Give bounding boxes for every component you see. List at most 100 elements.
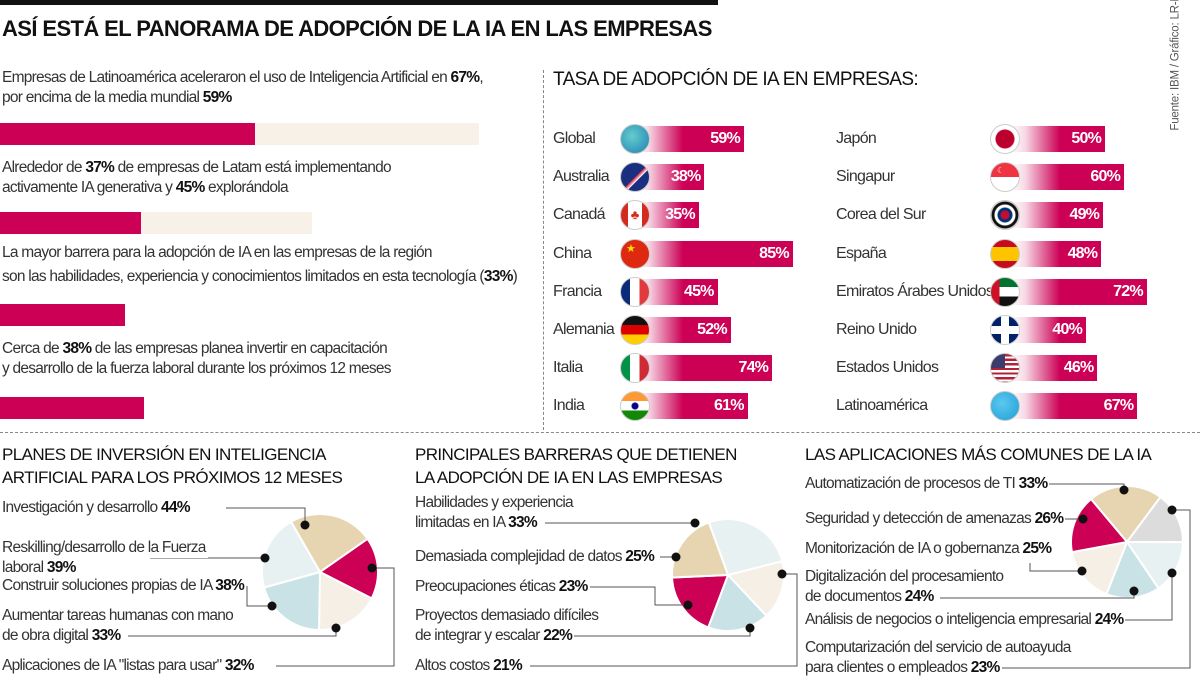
pie-label-text: de integrar y escalar xyxy=(415,627,544,644)
text-segment: de empresas de Latam está implementando xyxy=(114,159,392,176)
pie-label: Altos costos 21% xyxy=(415,656,524,676)
pie-label-text: limitadas en IA xyxy=(415,514,509,531)
flag-singapore-icon: ☾ xyxy=(990,162,1020,193)
text-segment: , xyxy=(479,69,483,86)
pie-label-text: Seguridad y detección de amenazas xyxy=(805,510,1035,527)
flag-china-icon: ★ xyxy=(620,238,650,269)
pie-label-value: 39% xyxy=(46,559,77,576)
pie-label: Aplicaciones de IA "listas para usar" 32… xyxy=(2,656,256,676)
pie-label-value: 33% xyxy=(508,514,538,531)
country-name: Latinoamérica xyxy=(836,397,928,415)
text-segment: ) xyxy=(512,268,518,285)
pie-label: de documentos 24% xyxy=(805,587,936,607)
pie-label-text: para clientes o empleados xyxy=(805,659,971,676)
pie-label-text: Aumentar tareas humanas con mano xyxy=(2,607,234,624)
country-name: Alemania xyxy=(553,321,615,338)
pie-label-text: Investigación y desarrollo xyxy=(2,499,161,516)
flag-usa-icon xyxy=(990,353,1020,384)
adoption-bar: 50% xyxy=(1010,126,1105,152)
top-rule xyxy=(0,0,718,5)
country-name: Estados Unidos xyxy=(836,359,939,377)
pie-label-value: 44% xyxy=(160,499,191,516)
adoption-bar: 60% xyxy=(1010,164,1124,191)
flag-germany-icon xyxy=(620,315,650,345)
country-name: Reino Unido xyxy=(836,321,917,338)
pie-label: Habilidades y experiencia xyxy=(415,493,575,513)
statement-text: Cerca de 38% de las empresas planea inve… xyxy=(2,339,388,359)
pie-label: Monitorización de IA o gobernanza 25% xyxy=(805,539,1054,559)
pie-label-value: 38% xyxy=(215,577,245,594)
country-name: Corea del Sur xyxy=(836,206,926,224)
pie-label-value: 24% xyxy=(1094,611,1125,628)
pie-label: Preocupaciones éticas 23% xyxy=(415,577,590,597)
text-segment: Empresas de Latinoamérica aceleraron el … xyxy=(2,69,451,86)
country-name: Australia xyxy=(553,168,610,186)
adoption-chart-title: TASA DE ADOPCIÓN DE IA EN EMPRESAS: xyxy=(553,69,919,90)
statement-text: son las habilidades, experiencia y conoc… xyxy=(2,267,518,287)
pie-label-text: Análisis de negocios o inteligencia empr… xyxy=(805,611,1095,628)
pie-label-text: de documentos xyxy=(805,588,905,605)
pie-label-text: Automatización de procesos de TI xyxy=(805,475,1019,492)
pie-chart-title: PLANES DE INVERSIÓN EN INTELIGENCIA xyxy=(2,445,326,464)
pie-label-value: 32% xyxy=(224,657,255,674)
text-segment: Alrededor de xyxy=(2,159,86,176)
text-segment: explorándola xyxy=(204,179,289,196)
adoption-bar: 52% xyxy=(633,317,731,343)
pie-label-text: Altos costos xyxy=(415,657,494,674)
pie-label: Reskilling/desarrollo de la Fuerza xyxy=(2,538,208,558)
pie-label: limitadas en IA 33% xyxy=(415,513,539,533)
country-name: Francia xyxy=(553,282,602,300)
pie-label: Investigación y desarrollo 44% xyxy=(2,498,192,518)
highlight-value: 33% xyxy=(483,268,514,285)
adoption-bar: 46% xyxy=(1010,355,1098,382)
text-segment: La mayor barrera para la adopción de IA … xyxy=(2,244,433,261)
pie-label-value: 33% xyxy=(1018,475,1049,492)
pie-label: Aumentar tareas humanas con mano xyxy=(2,606,236,626)
pie-label-text: de obra digital xyxy=(2,627,92,644)
pie-label-text: Reskilling/desarrollo de la Fuerza xyxy=(2,539,206,556)
pie-label: de obra digital 33% xyxy=(2,626,123,646)
country-name: Singapur xyxy=(836,168,895,186)
bar-rest xyxy=(254,123,479,145)
page-title: ASÍ ESTÁ EL PANORAMA DE ADOPCIÓN DE LA I… xyxy=(2,16,712,41)
pie-label-text: Monitorización de IA o gobernanza xyxy=(805,540,1023,557)
highlight-value: 38% xyxy=(62,340,92,357)
pie-label-value: 21% xyxy=(493,657,523,674)
pie-chart-title: PRINCIPALES BARRERAS QUE DETIENEN xyxy=(415,445,737,464)
flag-spain-icon xyxy=(990,238,1020,269)
pie-label-value: 25% xyxy=(625,548,655,565)
flag-uk-icon xyxy=(990,315,1020,345)
statement-text: Alrededor de 37% de empresas de Latam es… xyxy=(2,158,392,178)
pie-chart-title: LA ADOPCIÓN DE IA EN LAS EMPRESAS xyxy=(415,468,723,487)
statement-text: Empresas de Latinoamérica aceleraron el … xyxy=(2,68,484,88)
pie-label-value: 22% xyxy=(543,627,573,644)
text-segment: Cerca de xyxy=(2,340,63,357)
pie-label: laboral 39% xyxy=(2,558,78,578)
highlight-value: 37% xyxy=(85,159,115,176)
pie-label-value: 33% xyxy=(91,627,122,644)
text-segment: por encima de la media mundial xyxy=(2,89,203,106)
pie-label: de integrar y escalar 22% xyxy=(415,626,575,646)
flag-australia-icon xyxy=(620,162,650,193)
vertical-divider xyxy=(543,70,544,430)
pie-label-text: Proyectos demasiado difíciles xyxy=(415,607,599,624)
flag-south-korea-icon xyxy=(990,200,1020,231)
bar-filled xyxy=(0,212,141,234)
country-name: India xyxy=(553,397,585,415)
adoption-bar: 40% xyxy=(1010,317,1086,343)
country-name: España xyxy=(836,244,887,262)
text-segment: de las empresas planea invertir en capac… xyxy=(91,340,388,357)
text-segment: activamente IA generativa y xyxy=(2,179,176,196)
pie-label-value: 25% xyxy=(1022,540,1053,557)
pie-label-value: 26% xyxy=(1034,510,1065,527)
pie-label: Digitalización del procesamiento xyxy=(805,567,1006,587)
highlight-value: 67% xyxy=(450,69,481,86)
flag-france-icon xyxy=(620,276,650,307)
pie-chart-title: ARTIFICIAL PARA LOS PRÓXIMOS 12 MESES xyxy=(2,468,343,487)
flag-italy-icon xyxy=(620,353,650,384)
country-name: Japón xyxy=(836,130,877,147)
highlight-value: 59% xyxy=(202,89,233,106)
flag-india-icon xyxy=(620,391,650,422)
pie-label-text: Aplicaciones de IA "listas para usar" xyxy=(2,657,225,674)
text-segment: y desarrollo de la fuerza laboral durant… xyxy=(2,360,391,377)
